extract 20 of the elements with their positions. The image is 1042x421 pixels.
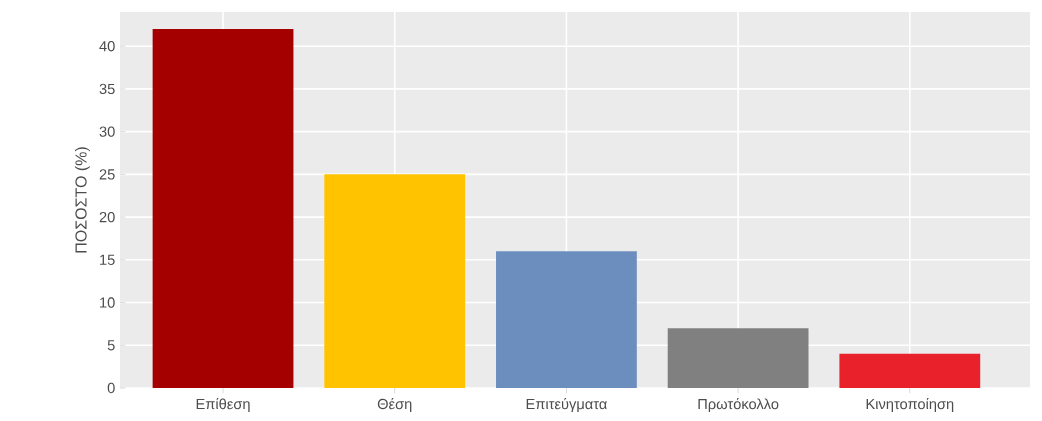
y-axis-title: ΠΟΣΟΣΤΟ (%) — [74, 147, 90, 253]
x-tick-label: Επιτεύγματα — [526, 398, 607, 413]
bar — [839, 353, 981, 388]
y-tick-label: 20 — [99, 211, 115, 223]
bar — [496, 251, 637, 388]
y-tick-label: 5 — [107, 340, 115, 351]
y-tick-label: 15 — [100, 254, 115, 265]
x-tick-label: Επίθεση — [196, 398, 250, 413]
y-tick-label: 25 — [99, 169, 115, 180]
y-tick-label: 40 — [99, 41, 115, 52]
x-tick-label: Θέση — [377, 398, 412, 413]
x-tick-label: Πρωτόκολλο — [698, 398, 779, 413]
x-tick-label: Κινητοποίηση — [866, 398, 954, 413]
y-tick-label: 0 — [107, 382, 115, 394]
bar — [324, 174, 466, 388]
bar — [152, 29, 294, 388]
bar — [667, 328, 809, 388]
y-tick-label: 30 — [99, 126, 115, 137]
y-tick-label: 35 — [99, 83, 115, 95]
y-tick-label: 10 — [100, 297, 115, 308]
